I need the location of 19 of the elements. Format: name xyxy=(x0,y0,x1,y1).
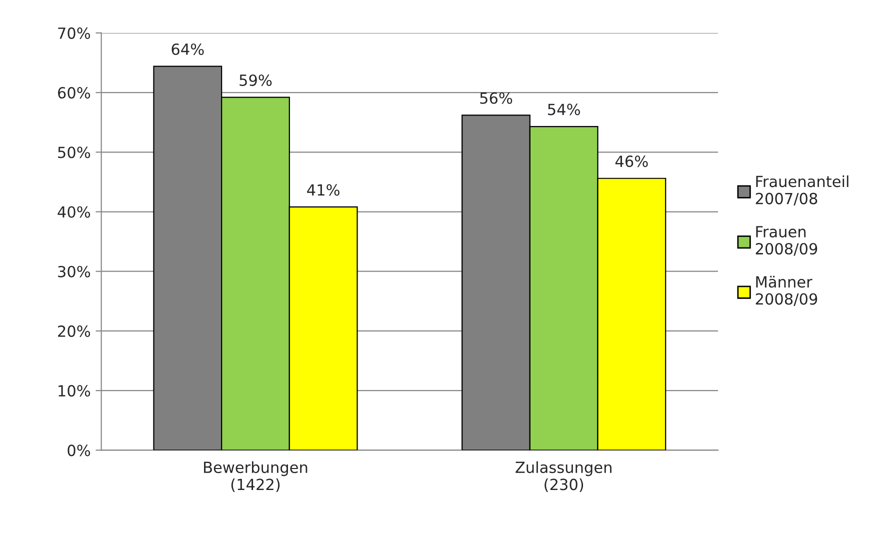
y-tick-label: 30% xyxy=(58,266,90,278)
y-tick-label: 70% xyxy=(58,27,90,39)
x-tick-label: Zulassungen (230) xyxy=(516,461,612,492)
y-tick-label: 60% xyxy=(58,87,90,99)
y-tick-label: 50% xyxy=(58,146,90,158)
data-label: 59% xyxy=(240,74,272,86)
data-label: 41% xyxy=(307,184,340,196)
y-tick-label: 0% xyxy=(68,444,90,456)
legend-label: Frauenanteil 2007/08 xyxy=(756,175,848,206)
data-label: 54% xyxy=(548,104,580,116)
data-label: 64% xyxy=(172,43,204,56)
y-tick-label: 10% xyxy=(58,385,90,397)
y-tick-label: 20% xyxy=(58,325,90,337)
data-label: 46% xyxy=(615,156,648,168)
legend-label: Frauen 2008/09 xyxy=(756,226,818,256)
x-tick-label: Bewerbungen (1422) xyxy=(204,461,308,492)
legend-label: Männer 2008/09 xyxy=(756,276,818,306)
y-tick-label: 40% xyxy=(58,206,90,218)
data-label: 56% xyxy=(480,92,512,104)
